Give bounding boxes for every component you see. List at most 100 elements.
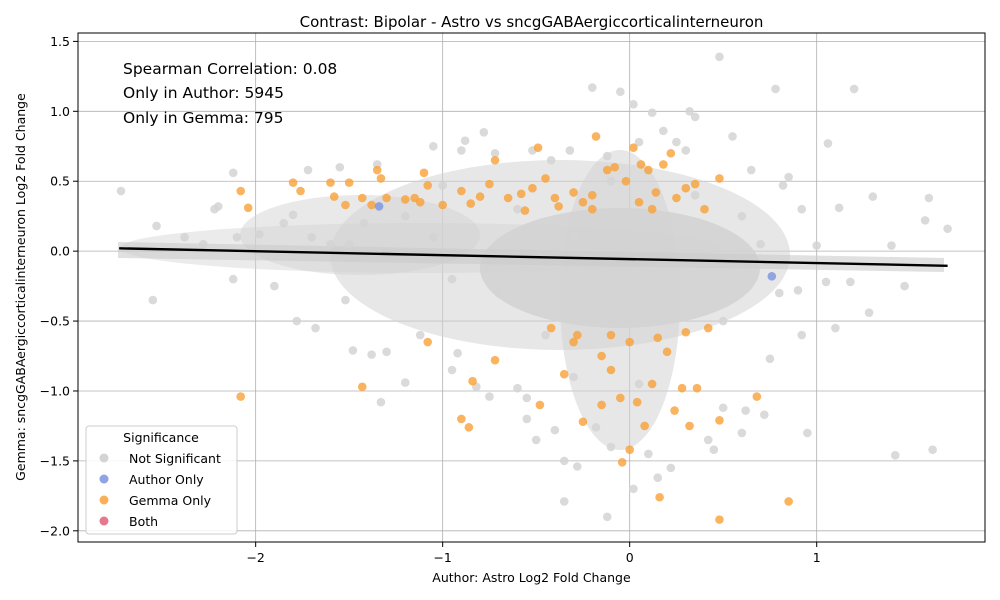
point-not-significant [634,137,644,147]
point-not-significant [400,211,410,221]
point-gemma-only [681,327,691,337]
point-not-significant [348,346,358,355]
point-gemma-only [644,165,653,175]
scatter-points [116,52,952,524]
point-not-significant [307,232,317,242]
point-not-significant [943,224,952,234]
point-not-significant [784,172,793,182]
point-gemma-only [640,421,649,431]
point-not-significant [690,190,700,200]
point-gemma-only [464,423,474,432]
point-gemma-only [655,492,664,502]
point-not-significant [659,126,668,136]
point-gemma-only [752,392,762,401]
point-not-significant [447,274,457,284]
point-gemma-only [629,143,638,152]
point-gemma-only [621,176,631,186]
point-not-significant [587,302,597,312]
point-gemma-only [617,457,627,467]
point-gemma-only [625,337,634,347]
point-not-significant [681,146,691,155]
y-tick-label: −1.0 [40,383,70,398]
x-tick-label: 0 [626,550,634,565]
point-gemma-only [700,204,709,214]
point-not-significant [152,221,161,231]
point-not-significant [864,308,874,317]
point-not-significant [232,232,242,242]
point-gemma-only [457,414,466,424]
legend-box [85,425,238,535]
point-not-significant [228,168,238,178]
point-gemma-only [597,351,606,361]
point-not-significant [629,100,638,109]
legend-marker-not-significant [99,453,109,463]
point-not-significant [279,218,289,228]
point-gemma-only [573,330,582,340]
point-gemma-only [423,181,433,190]
point-gemma-only [367,200,376,210]
point-not-significant [924,193,934,203]
dense-point-cloud [118,150,944,450]
point-gemma-only [554,202,563,211]
x-tick-label: −1 [433,550,451,565]
point-gemma-only [475,192,485,201]
point-gemma-only [520,206,530,215]
point-gemma-only [610,162,620,172]
x-axis-label: Author: Astro Log2 Fold Change [432,570,631,585]
point-not-significant [479,127,489,137]
point-gemma-only [703,323,713,333]
point-not-significant [415,330,425,340]
point-not-significant [602,512,612,522]
y-tick-label: 1.0 [50,104,70,119]
point-gemma-only [636,160,646,169]
point-not-significant [644,218,653,228]
point-not-significant [718,316,728,326]
point-gemma-only [715,515,724,524]
point-gemma-only [784,497,793,506]
point-not-significant [920,216,930,225]
point-gemma-only [670,406,679,415]
point-gemma-only [329,192,339,201]
point-not-significant [569,232,578,242]
point-gemma-only [528,183,537,193]
point-not-significant [928,445,937,455]
point-gemma-only [647,379,657,389]
point-gemma-only [625,445,634,455]
point-not-significant [376,397,386,407]
point-gemma-only [559,369,569,379]
legend-marker-gemma-only [99,495,109,505]
point-gemma-only [634,197,644,207]
point-not-significant [709,445,719,455]
point-gemma-only [357,193,367,203]
point-gemma-only [541,174,550,183]
point-gemma-only [578,197,588,207]
point-not-significant [382,347,391,357]
legend-label-both: Both [129,514,158,529]
point-gemma-only [606,365,616,375]
point-not-significant [737,211,747,221]
point-not-significant [546,155,556,165]
point-gemma-only [326,178,335,187]
point-not-significant [812,241,821,250]
point-not-significant [774,288,784,298]
point-not-significant [821,277,831,287]
point-gemma-only [653,333,663,343]
plot-frame [77,32,986,543]
point-not-significant [746,165,756,175]
point-not-significant [629,484,638,494]
point-gemma-only [466,199,476,208]
point-not-significant [591,423,601,432]
point-gemma-only [535,400,545,410]
point-gemma-only [341,200,350,210]
point-not-significant [887,241,896,250]
point-not-significant [292,316,302,326]
point-gemma-only [651,188,661,197]
point-gemma-only [457,186,466,196]
point-not-significant [797,330,807,340]
point-not-significant [288,210,298,220]
point-gemma-only [715,416,724,425]
legend-label-gemma-only: Gemma Only [129,493,212,508]
point-not-significant [341,295,350,305]
point-gemma-only [550,193,560,203]
